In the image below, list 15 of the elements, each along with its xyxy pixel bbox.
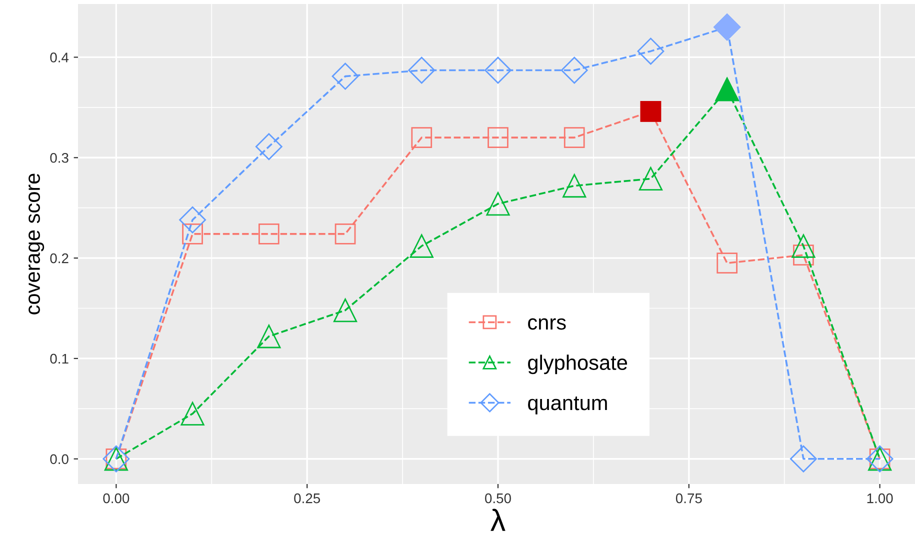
x-tick-label: 0.00 [103, 493, 130, 504]
x-tick-label: 0.75 [676, 493, 702, 504]
y-axis-title: coverage score [28, 174, 44, 314]
legend-label: glyphosate [528, 354, 628, 374]
y-tick-label: 0.0 [50, 454, 68, 464]
y-tick-label: 0.2 [50, 253, 68, 264]
legend-label: quantum [528, 396, 607, 414]
x-axis-title: λ [490, 508, 506, 531]
x-tick-label: 0.50 [485, 493, 511, 504]
x-tick-label: 1.00 [867, 493, 893, 504]
y-tick-label: 0.1 [50, 354, 68, 364]
y-tick-label: 0.4 [50, 52, 69, 62]
x-tick-label: 0.25 [294, 493, 320, 504]
y-tick-label: 0.3 [50, 152, 68, 163]
legend-label: cnrs [528, 318, 566, 330]
